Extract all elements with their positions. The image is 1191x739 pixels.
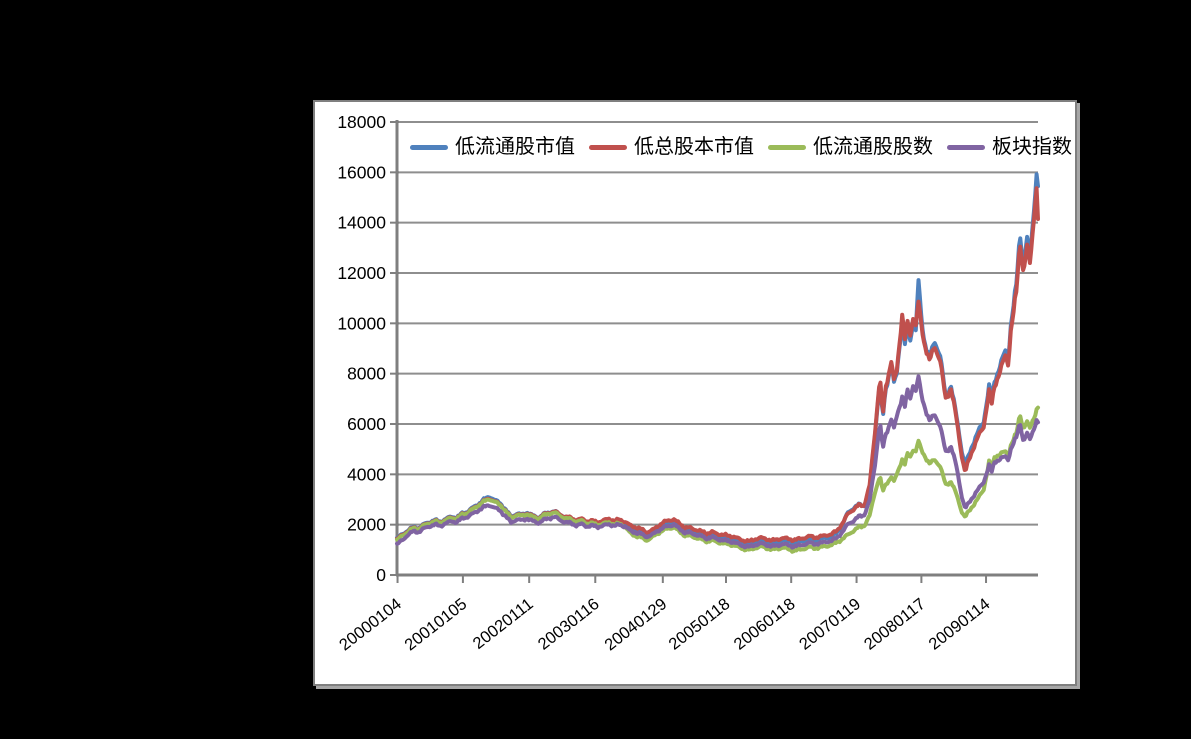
x-tick-label: 20000104: [336, 595, 405, 654]
y-tick-label: 0: [376, 565, 386, 585]
legend-line-swatch-red: [589, 144, 627, 150]
legend-item-share-count: 低流通股股数: [768, 137, 933, 157]
y-tick-label: 10000: [337, 313, 386, 333]
legend-item-sector-index: 板块指数: [947, 137, 1072, 157]
line-sector-index: [395, 374, 1040, 550]
x-tick-label: 20020111: [470, 595, 537, 653]
plot-area: 0 2000 4000 6000 8000 10000 12000 14000 16000 180…: [336, 112, 1040, 654]
line-total-mktcap: [395, 186, 1040, 544]
x-tick-label: 20050118: [666, 595, 734, 654]
legend-label: 板块指数: [992, 136, 1072, 158]
legend-item-circulating-mktcap: 低流通股市值: [410, 137, 575, 157]
legend-item-total-mktcap: 低总股本市值: [589, 137, 754, 157]
legend-label: 低流通股股数: [813, 136, 933, 158]
y-tick-label: 6000: [347, 414, 386, 434]
x-tick-label: 20080117: [861, 595, 929, 654]
axes: [395, 120, 1038, 577]
legend-line-swatch-green: [768, 144, 806, 150]
y-tick-label: 18000: [337, 112, 386, 132]
y-gridlines: [397, 121, 1038, 526]
line-circulating-mktcap: [395, 172, 1040, 547]
line-share-count: [395, 405, 1040, 554]
x-tick-label: 20060118: [731, 595, 799, 654]
x-tick-label: 20090114: [926, 595, 994, 654]
x-tick-label: 20030116: [535, 595, 603, 654]
chart-panel: 0 2000 4000 6000 8000 10000 12000 14000 16000 180…: [313, 100, 1077, 686]
legend-line-swatch-purple: [947, 144, 985, 150]
x-tick-label: 20070119: [796, 595, 864, 654]
y-tick-label: 12000: [337, 263, 386, 283]
legend-label: 低流通股市值: [455, 136, 575, 158]
y-tick-label: 4000: [347, 464, 386, 484]
y-tick-label: 16000: [337, 162, 386, 182]
x-tick-label: 20010105: [401, 595, 470, 654]
chart-legend: 低流通股市值 低总股本市值 低流通股股数 板块指数: [410, 132, 1072, 162]
y-tick-label: 8000: [347, 364, 386, 384]
legend-line-swatch-blue: [410, 144, 448, 150]
x-tick-label: 20040129: [601, 595, 670, 654]
y-tick-labels: 0 2000 4000 6000 8000 10000 12000 14000 16000 180…: [337, 112, 399, 585]
y-tick-label: 2000: [347, 515, 386, 535]
y-tick-label: 14000: [337, 213, 386, 233]
legend-label: 低总股本市值: [634, 136, 754, 158]
